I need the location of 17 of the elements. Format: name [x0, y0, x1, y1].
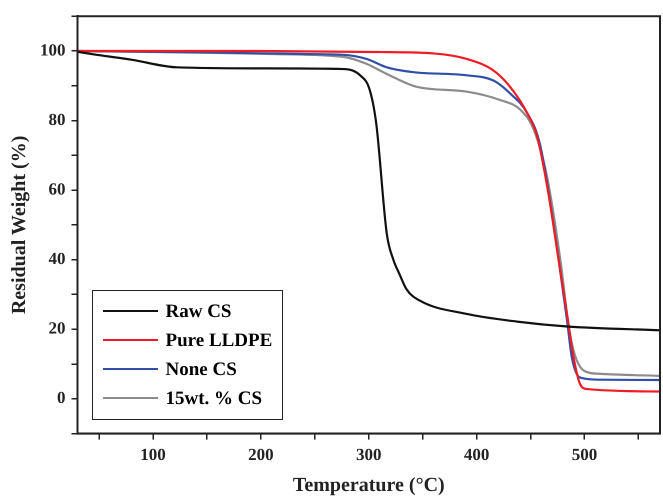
y-axis-title: Residual Weight (%) [8, 136, 30, 314]
x-tick-label: 400 [464, 445, 490, 464]
x-axis-title: Temperature (°C) [292, 474, 445, 496]
x-tick-label: 200 [248, 445, 274, 464]
x-tick-label: 500 [572, 445, 598, 464]
y-tick-label: 100 [40, 40, 66, 60]
y-tick-label: 0 [57, 388, 66, 408]
y-tick-label: 80 [48, 110, 66, 129]
legend-label: 15wt. % CS [166, 386, 262, 411]
legend-label: Pure LLDPE [166, 328, 272, 353]
x-tick-label: 300 [356, 445, 382, 464]
y-tick-label: 40 [48, 249, 66, 268]
legend-label: None CS [166, 358, 237, 382]
y-tick-label: 60 [48, 180, 66, 199]
x-tick-label: 100 [140, 445, 166, 464]
legend-label: Raw CS [166, 300, 232, 324]
y-tick-label: 20 [48, 318, 66, 338]
